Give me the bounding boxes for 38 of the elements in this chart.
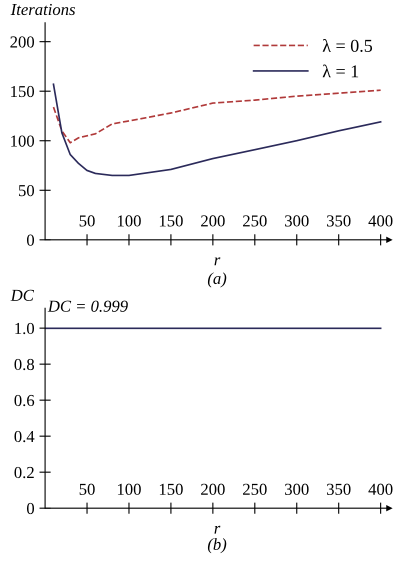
- x-tick-label: 400: [368, 484, 392, 495]
- y-tick-label: 100: [11, 135, 34, 147]
- line-series: [52, 89, 382, 144]
- y-tick-label: 50: [18, 184, 34, 196]
- y-tick-label: 1.0: [15, 322, 34, 334]
- y-tick-label: 0: [26, 234, 34, 246]
- y-tick-label: 0.4: [14, 430, 34, 442]
- y-tick-label: 0.8: [14, 358, 34, 370]
- text: (a): [208, 272, 226, 288]
- x-tick-label: 50: [80, 215, 95, 227]
- x-tick-label: 250: [243, 484, 267, 495]
- x-tick-label: 250: [243, 215, 267, 227]
- x-tick-label: 350: [326, 215, 351, 227]
- legend-label: λ = 1: [322, 64, 358, 78]
- y-axis-title: DC: [10, 290, 34, 301]
- x-tick-label: 200: [201, 484, 225, 495]
- text: (b): [208, 538, 226, 554]
- legend-label: λ = 0.5: [322, 39, 372, 52]
- x-tick-label: 200: [201, 215, 225, 227]
- y-tick-label: 0.6: [14, 394, 34, 406]
- x-tick-label: 150: [160, 484, 183, 495]
- x-tick-label: 300: [285, 484, 309, 495]
- x-tick-label: 400: [368, 215, 392, 227]
- x-axis-title: r: [214, 257, 220, 266]
- x-tick-label: 100: [118, 484, 141, 495]
- x-tick-label: 50: [80, 484, 95, 495]
- annotation: DC = 0.999: [48, 300, 128, 312]
- y-axis-title: Iterations: [10, 4, 75, 16]
- x-axis-title: r: [214, 526, 220, 534]
- y-tick-label: 150: [11, 86, 34, 98]
- y-tick-label: 200: [10, 36, 34, 48]
- line-series: [52, 83, 382, 176]
- x-tick-label: 300: [285, 215, 309, 227]
- x-tick-label: 350: [326, 484, 351, 495]
- y-tick-label: 0: [26, 502, 34, 514]
- y-tick-label: 0.2: [14, 466, 34, 478]
- x-tick-label: 100: [118, 215, 141, 227]
- x-tick-label: 150: [160, 215, 183, 227]
